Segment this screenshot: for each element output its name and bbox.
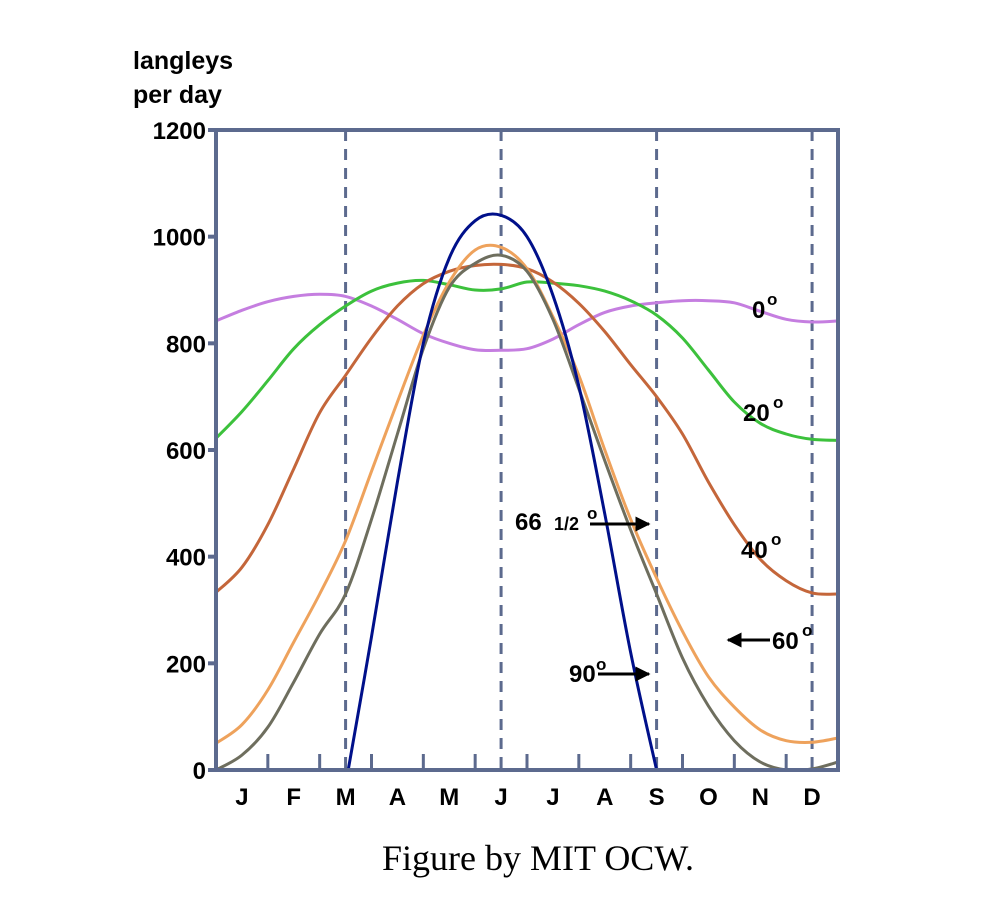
figure-credit: Figure by MIT OCW. [382,838,694,878]
label-20-text: 20 [743,400,770,427]
month-label-8: S [649,784,665,811]
label-90-degree: o [596,655,606,674]
month-label-2: M [336,784,356,811]
series-label-20: 20 o [743,393,783,427]
month-label-10: N [752,784,769,811]
month-label-1: F [286,784,301,811]
y-tick-label-1000: 1000 [153,225,206,252]
series-label-90: 90 o [569,655,651,688]
month-label-7: A [596,784,613,811]
month-label-11: D [803,784,820,811]
series-line-66 [216,253,838,770]
y-tick-label-400: 400 [166,545,206,572]
month-label-9: O [699,784,718,811]
series-label-0: 0 o [752,290,777,324]
month-label-5: J [494,784,507,811]
series-line-90 [346,212,659,770]
label-20-degree: o [773,393,783,412]
series-label-60: 60 o [726,621,812,655]
label-90-text: 90 [569,661,596,688]
series-label-40: 40 o [741,530,781,564]
month-guides [344,130,814,770]
series-label-66: 66 1/2 o [515,504,651,536]
label-0-degree: o [767,290,777,309]
label-0-text: 0 [752,297,765,324]
y-tick-label-0: 0 [193,758,206,785]
series-line-20 [216,278,838,442]
label-66-degree: o [587,504,597,523]
y-tick-label-200: 200 [166,651,206,678]
series-line-0 [216,292,838,352]
label-40-degree: o [771,530,781,549]
label-60-degree: o [802,621,812,640]
y-axis-label-line2: per day [133,81,222,109]
label-66-fraction: 1/2 [554,514,579,534]
month-label-6: J [546,784,559,811]
y-tick-label-1200: 1200 [153,118,206,145]
y-axis-label-line1: langleys [133,47,233,75]
y-tick-label-800: 800 [166,331,206,358]
label-60-text: 60 [772,628,799,655]
series-lines [216,212,838,770]
month-label-3: A [389,784,406,811]
month-label-0: J [235,784,248,811]
series-line-60 [216,243,838,745]
y-ticks: 0 200 400 600 800 1000 1200 [153,118,216,785]
month-label-4: M [439,784,459,811]
label-66-text: 66 [515,509,542,536]
plot-frame [214,128,840,772]
label-40-text: 40 [741,537,768,564]
y-tick-label-600: 600 [166,438,206,465]
